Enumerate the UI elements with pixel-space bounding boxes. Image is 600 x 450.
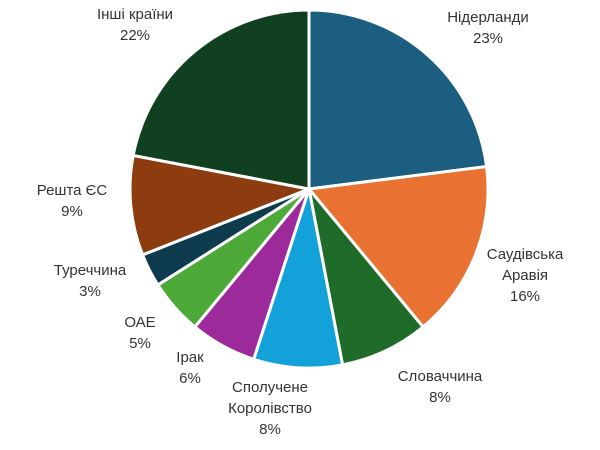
pie-slice [306,164,490,330]
percent-label: 3% [79,283,101,300]
pie-slice [251,188,345,370]
category-label: ОАЕ [124,314,155,331]
category-label: Нідерланди [447,9,529,26]
category-label: Саудівська [487,246,564,263]
category-label: Решта ЄС [37,182,108,199]
percent-label: 16% [510,288,540,305]
percent-label: 5% [129,335,151,352]
pie-slice [307,188,426,367]
percent-label: 8% [429,389,451,406]
pie-slice [131,8,311,191]
percent-label: 6% [179,370,201,387]
pie-slice [128,153,315,257]
category-label: Ірак [176,349,204,366]
category-label: Туреччина [54,262,127,279]
percent-label: 22% [120,27,150,44]
percent-label: 8% [259,421,281,438]
pie-labels: Нідерланди 23% Саудівська Аравія 16% Словаччи… [37,6,564,438]
category-label: Інші країни [97,6,173,23]
category-label: Королівство [228,400,312,417]
category-label: Аравія [502,267,548,284]
category-label: Словаччина [398,368,483,385]
pie-slice [307,8,489,191]
percent-label: 9% [61,203,83,220]
percent-label: 23% [473,30,503,47]
category-label: Сполучене [232,379,308,396]
pie-slices [128,8,490,370]
